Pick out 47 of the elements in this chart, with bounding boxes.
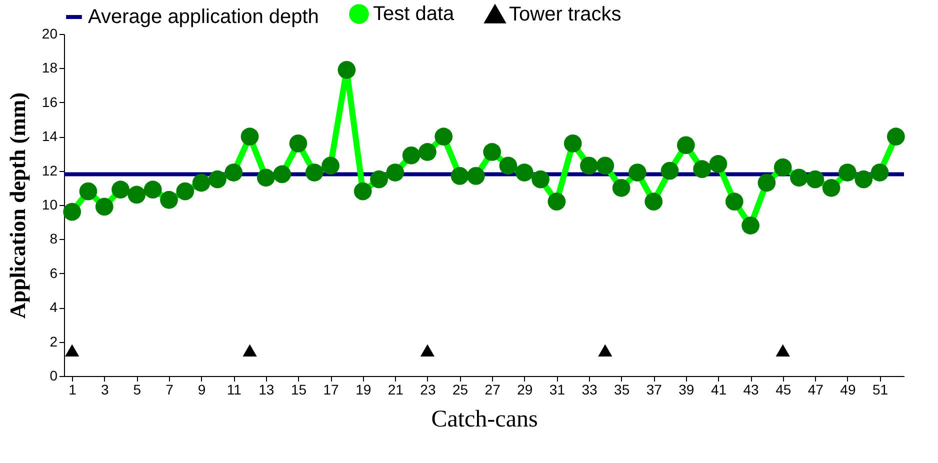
y-tick-label: 20 bbox=[42, 26, 58, 42]
y-tick-label: 2 bbox=[50, 333, 58, 350]
x-tick-label: 19 bbox=[356, 382, 372, 398]
x-tick-label: 43 bbox=[743, 382, 760, 398]
y-tick-label: 10 bbox=[42, 196, 58, 212]
point bbox=[420, 344, 435, 356]
legend-label: Test data bbox=[373, 3, 456, 26]
y-tick-label: 8 bbox=[50, 230, 58, 247]
point bbox=[242, 344, 257, 356]
x-tick-label: 35 bbox=[614, 382, 630, 398]
x-tick-label: 13 bbox=[258, 382, 274, 398]
y-tick-label: 16 bbox=[42, 94, 58, 110]
x-tick-label: 29 bbox=[517, 382, 533, 398]
x-tick-label: 7 bbox=[166, 382, 174, 398]
x-tick-label: 23 bbox=[420, 382, 436, 398]
x-tick-label: 37 bbox=[646, 382, 662, 398]
legend-label: Tower tracks bbox=[509, 4, 622, 26]
x-tick-label: 11 bbox=[226, 382, 242, 398]
y-tick-label: 14 bbox=[42, 128, 58, 144]
point bbox=[598, 344, 612, 356]
x-tick-label: 5 bbox=[133, 382, 142, 398]
x-axis-title: Catch-cans bbox=[431, 406, 538, 432]
x-tick-label: 27 bbox=[484, 382, 501, 398]
x-tick-label: 45 bbox=[776, 382, 792, 398]
x-tick-label: 9 bbox=[198, 382, 206, 398]
y-tick-label: 12 bbox=[42, 162, 58, 178]
x-tick-label: 47 bbox=[808, 382, 824, 398]
x-tick-label: 49 bbox=[840, 382, 856, 398]
x-tick-label: 1 bbox=[68, 382, 77, 398]
legend-label: Average application depth bbox=[88, 6, 319, 28]
point bbox=[776, 344, 790, 356]
y-tick-label: 4 bbox=[50, 299, 58, 316]
y-axis-title: Application depth (mm) bbox=[4, 92, 30, 319]
x-tick-label: 51 bbox=[872, 382, 888, 398]
x-tick-label: 17 bbox=[323, 382, 340, 398]
x-tick-label: 3 bbox=[100, 382, 109, 398]
y-tick-label: 18 bbox=[42, 60, 58, 76]
x-tick-label: 25 bbox=[452, 382, 468, 398]
x-tick-label: 41 bbox=[710, 382, 727, 398]
x-tick-label: 39 bbox=[678, 382, 694, 398]
y-tick-label: 6 bbox=[50, 264, 58, 281]
y-tick-label: 0 bbox=[50, 368, 58, 384]
x-tick-label: 33 bbox=[582, 382, 598, 398]
x-tick-label: 15 bbox=[290, 382, 307, 398]
x-tick-label: 21 bbox=[388, 382, 404, 398]
point bbox=[65, 344, 80, 356]
x-tick-label: 31 bbox=[549, 382, 566, 398]
